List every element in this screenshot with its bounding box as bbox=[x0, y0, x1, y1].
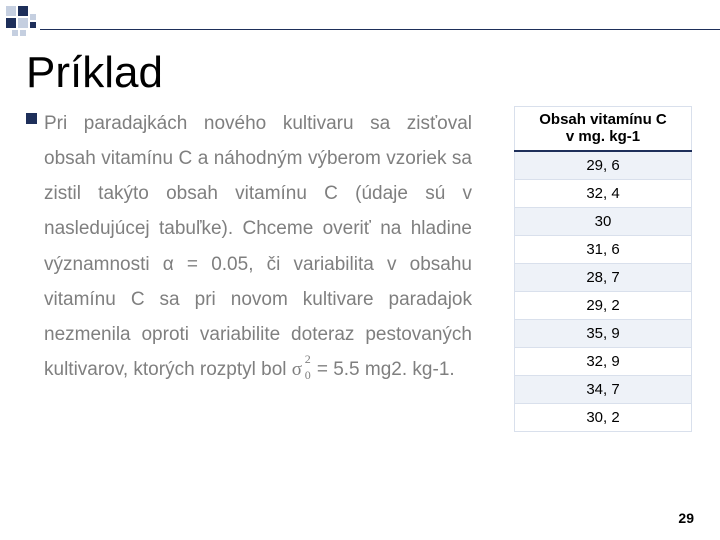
table-row: 32, 4 bbox=[515, 179, 692, 207]
header-line-2: v mg. kg-1 bbox=[566, 128, 640, 145]
bullet-icon bbox=[26, 113, 37, 124]
table-cell: 35, 9 bbox=[515, 319, 692, 347]
table-body: 29, 632, 43031, 628, 729, 235, 932, 934,… bbox=[515, 151, 692, 432]
header-line-1: Obsah vitamínu C bbox=[539, 111, 667, 128]
vitamin-table: Obsah vitamínu C v mg. kg-1 29, 632, 430… bbox=[514, 106, 692, 432]
table-cell: 29, 6 bbox=[515, 151, 692, 180]
body-paragraph: Pri paradajkách nového kultivaru sa zisť… bbox=[44, 106, 472, 387]
table-row: 32, 9 bbox=[515, 347, 692, 375]
page-number: 29 bbox=[678, 510, 694, 526]
table-row: 30, 2 bbox=[515, 403, 692, 431]
table-cell: 31, 6 bbox=[515, 235, 692, 263]
paragraph-part-1: Pri paradajkách nového kultivaru sa zisť… bbox=[44, 113, 472, 380]
corner-decoration bbox=[6, 6, 46, 46]
table-row: 29, 2 bbox=[515, 291, 692, 319]
table-cell: 29, 2 bbox=[515, 291, 692, 319]
table-row: 35, 9 bbox=[515, 319, 692, 347]
sigma-symbol: σ20 bbox=[292, 352, 312, 387]
table-row: 30 bbox=[515, 207, 692, 235]
table-row: 31, 6 bbox=[515, 235, 692, 263]
table-cell: 28, 7 bbox=[515, 263, 692, 291]
table-cell: 30 bbox=[515, 207, 692, 235]
table-cell: 32, 4 bbox=[515, 179, 692, 207]
sigma-equals: = 5.5 bbox=[312, 359, 360, 380]
table-cell: 30, 2 bbox=[515, 403, 692, 431]
table-cell: 32, 9 bbox=[515, 347, 692, 375]
table-row: 34, 7 bbox=[515, 375, 692, 403]
table-row: 29, 6 bbox=[515, 151, 692, 180]
table-header: Obsah vitamínu C v mg. kg-1 bbox=[515, 107, 692, 151]
table-row: 28, 7 bbox=[515, 263, 692, 291]
paragraph-part-2: mg2. kg-1. bbox=[365, 359, 455, 380]
header-rule bbox=[40, 29, 720, 30]
table-cell: 34, 7 bbox=[515, 375, 692, 403]
slide-title: Príklad bbox=[26, 48, 163, 98]
